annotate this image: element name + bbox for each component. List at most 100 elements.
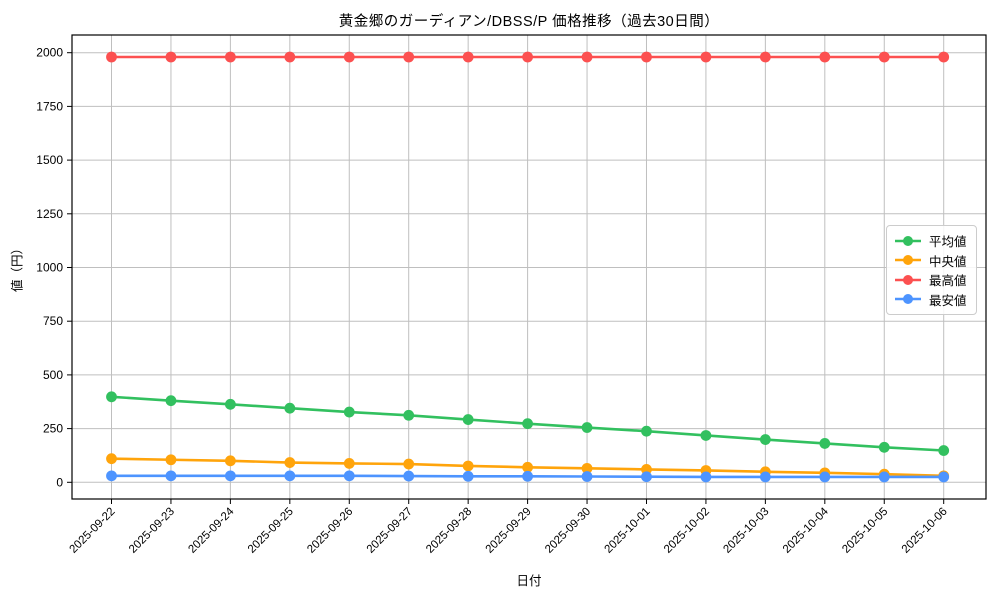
legend-item-0: 平均値 <box>894 233 968 249</box>
series-marker-2 <box>938 51 950 63</box>
series-marker-0 <box>403 409 415 421</box>
legend-marker-dot <box>903 235 913 246</box>
y-tick-label: 2000 <box>36 46 63 60</box>
series-marker-3 <box>522 470 533 482</box>
series-marker-0 <box>819 438 831 449</box>
y-tick-label: 500 <box>43 368 63 382</box>
series-marker-2 <box>343 51 355 63</box>
x-tick-label: 2025-10-02 <box>662 506 712 556</box>
series-marker-0 <box>106 391 117 403</box>
legend-item-2: 最高値 <box>894 272 968 288</box>
series-marker-0 <box>165 395 177 407</box>
series-marker-3 <box>878 471 890 483</box>
legend: 平均値中央値最高値最安値 <box>886 225 977 315</box>
legend-marker-icon <box>895 274 921 285</box>
x-tick-label: 2025-09-24 <box>186 505 237 556</box>
series-marker-3 <box>403 470 415 482</box>
series-marker-0 <box>462 414 474 425</box>
series-marker-2 <box>403 51 415 63</box>
x-tick-label: 2025-09-28 <box>424 506 474 556</box>
x-tick-label: 2025-09-27 <box>365 506 415 556</box>
series-marker-3 <box>165 470 177 482</box>
x-tick-label: 2025-10-06 <box>900 506 950 556</box>
y-tick-label: 0 <box>56 475 63 489</box>
legend-marker-icon <box>895 235 921 246</box>
series-marker-0 <box>284 402 296 414</box>
series-marker-1 <box>284 457 296 468</box>
series-marker-1 <box>522 461 533 473</box>
series-marker-2 <box>819 51 831 63</box>
y-tick-label: 1500 <box>36 153 63 167</box>
series-marker-2 <box>581 51 593 63</box>
chart-title: 黄金郷のガーディアン/DBSS/P 価格推移（過去30日間） <box>338 14 720 30</box>
legend-label: 最安値 <box>929 293 967 308</box>
series-marker-1 <box>343 457 355 469</box>
x-tick-label: 2025-10-01 <box>603 506 653 556</box>
series-marker-2 <box>759 51 771 63</box>
x-tick-label: 2025-09-25 <box>246 506 296 556</box>
series-marker-2 <box>106 51 117 63</box>
series-marker-0 <box>938 445 950 456</box>
legend-item-3: 最安値 <box>894 292 968 308</box>
series-marker-2 <box>878 51 890 63</box>
series-marker-0 <box>641 425 652 437</box>
series-marker-2 <box>462 51 474 63</box>
x-tick-label: 2025-10-03 <box>721 506 771 556</box>
series-marker-0 <box>581 422 593 433</box>
series-marker-0 <box>522 418 533 430</box>
series-marker-3 <box>700 471 712 483</box>
series-marker-3 <box>284 470 296 482</box>
x-tick-label: 2025-10-05 <box>840 506 890 556</box>
series-marker-2 <box>284 51 296 63</box>
series-marker-3 <box>462 470 474 482</box>
series-marker-1 <box>165 454 177 466</box>
series-marker-0 <box>224 398 236 410</box>
y-tick-label: 250 <box>43 422 63 436</box>
y-tick-label: 1750 <box>36 99 63 113</box>
x-tick-label: 2025-09-22 <box>68 506 118 556</box>
legend-marker-dot <box>903 294 913 305</box>
x-axis-label: 日付 <box>516 574 542 588</box>
legend-label: 平均値 <box>929 235 967 250</box>
series-marker-3 <box>641 471 652 483</box>
x-tick-label: 2025-10-04 <box>781 505 832 556</box>
series-marker-1 <box>403 458 415 470</box>
series-marker-2 <box>641 51 652 63</box>
series-marker-0 <box>343 406 355 418</box>
legend-label: 中央値 <box>929 254 967 269</box>
legend-marker-dot <box>903 255 913 266</box>
legend-marker-icon <box>895 255 921 266</box>
legend-item-1: 中央値 <box>894 253 968 269</box>
series-marker-2 <box>165 51 177 63</box>
legend-label: 最高値 <box>929 274 967 289</box>
legend-marker-dot <box>903 274 913 285</box>
y-axis-label: 値（円） <box>10 241 25 293</box>
series-marker-0 <box>700 430 712 441</box>
series-marker-3 <box>938 471 950 483</box>
x-tick-label: 2025-09-30 <box>543 506 593 556</box>
series-marker-1 <box>224 455 236 467</box>
series-marker-3 <box>819 471 831 483</box>
series-marker-3 <box>581 471 593 482</box>
series-marker-2 <box>700 51 712 63</box>
series-marker-3 <box>106 470 117 482</box>
series-marker-0 <box>878 441 890 453</box>
series-marker-1 <box>462 460 474 472</box>
series-marker-0 <box>759 434 771 445</box>
series-marker-3 <box>759 471 771 483</box>
series-marker-1 <box>581 462 593 474</box>
series-marker-2 <box>522 51 533 63</box>
x-tick-label: 2025-09-29 <box>484 506 534 556</box>
series-marker-3 <box>343 470 355 482</box>
y-tick-label: 1250 <box>36 207 63 221</box>
legend-marker-icon <box>895 294 921 305</box>
series-marker-1 <box>106 453 117 465</box>
x-tick-label: 2025-09-26 <box>305 506 355 556</box>
series-marker-2 <box>224 51 236 63</box>
y-tick-label: 1000 <box>36 261 63 275</box>
x-tick-label: 2025-09-23 <box>127 506 177 556</box>
series-marker-3 <box>224 470 236 482</box>
y-tick-label: 750 <box>43 314 63 328</box>
